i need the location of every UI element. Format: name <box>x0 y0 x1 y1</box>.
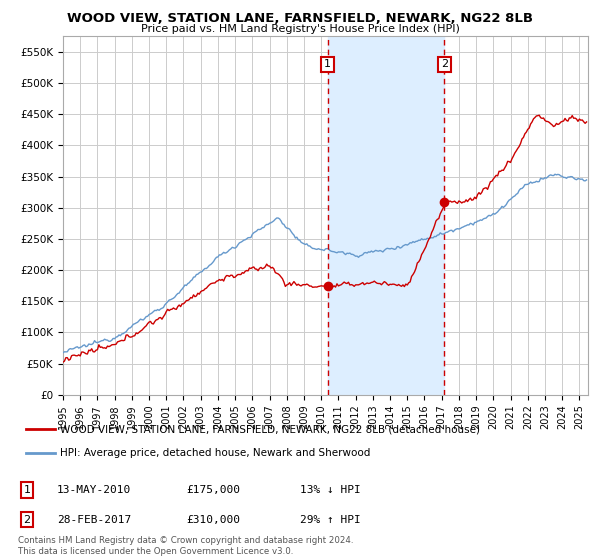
Text: Price paid vs. HM Land Registry's House Price Index (HPI): Price paid vs. HM Land Registry's House … <box>140 24 460 34</box>
Text: WOOD VIEW, STATION LANE, FARNSFIELD, NEWARK, NG22 8LB: WOOD VIEW, STATION LANE, FARNSFIELD, NEW… <box>67 12 533 25</box>
Text: 13% ↓ HPI: 13% ↓ HPI <box>300 485 361 495</box>
Text: 28-FEB-2017: 28-FEB-2017 <box>57 515 131 525</box>
Text: Contains HM Land Registry data © Crown copyright and database right 2024.
This d: Contains HM Land Registry data © Crown c… <box>18 536 353 556</box>
Text: 2: 2 <box>441 59 448 69</box>
Text: 1: 1 <box>324 59 331 69</box>
Text: 13-MAY-2010: 13-MAY-2010 <box>57 485 131 495</box>
Bar <box>328 36 445 395</box>
Text: £175,000: £175,000 <box>186 485 240 495</box>
Text: £310,000: £310,000 <box>186 515 240 525</box>
Text: WOOD VIEW, STATION LANE, FARNSFIELD, NEWARK, NG22 8LB (detached house): WOOD VIEW, STATION LANE, FARNSFIELD, NEW… <box>60 424 481 435</box>
Text: 1: 1 <box>23 485 31 495</box>
Text: HPI: Average price, detached house, Newark and Sherwood: HPI: Average price, detached house, Newa… <box>60 447 371 458</box>
Text: 29% ↑ HPI: 29% ↑ HPI <box>300 515 361 525</box>
Text: 2: 2 <box>23 515 31 525</box>
